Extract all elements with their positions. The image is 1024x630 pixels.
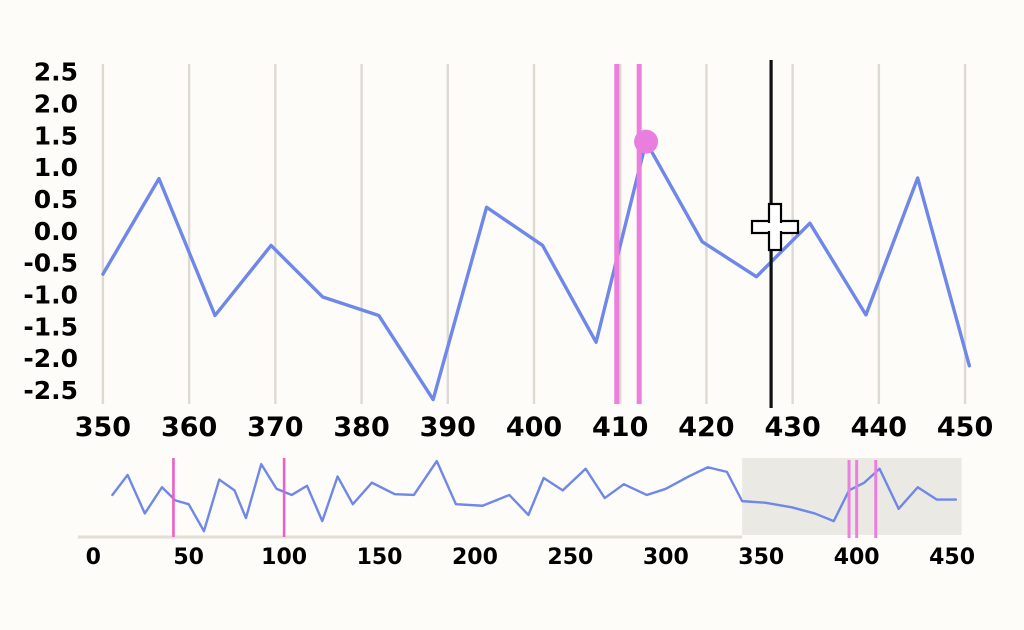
- crosshair-inner-vertical: [771, 206, 779, 248]
- x-tick-label: 390: [420, 412, 476, 443]
- y-tick-label: 2.0: [34, 89, 78, 118]
- brush-selection[interactable]: [742, 458, 962, 535]
- overview-x-tick-label: 200: [452, 545, 498, 570]
- x-tick-label: 350: [75, 412, 131, 443]
- y-tick-label: 0.5: [34, 185, 78, 214]
- x-tick-label: 400: [506, 412, 562, 443]
- overview-x-tick-label: 100: [261, 545, 307, 570]
- y-tick-label: 2.5: [34, 58, 78, 87]
- y-tick-label: -0.5: [23, 249, 78, 278]
- y-tick-label: -1.5: [23, 312, 78, 341]
- overview-x-tick-label: 300: [643, 545, 689, 570]
- overview-event-markers[interactable]: [172, 458, 878, 538]
- highlight-point[interactable]: [634, 129, 659, 154]
- overview-x-tick-label: 150: [357, 545, 403, 570]
- y-tick-label: 1.5: [34, 121, 78, 150]
- x-tick-label: 370: [247, 412, 303, 443]
- highlight-data-point[interactable]: [634, 129, 659, 154]
- x-axis-tick-labels: 350 360 370 380 390 400 410 420 430 440 450: [75, 412, 994, 443]
- overview-x-tick-label: 350: [738, 545, 784, 570]
- x-tick-label: 450: [937, 412, 993, 443]
- overview-x-axis-tick-labels: 0 50 100 150 200 250 300 350 400 450: [86, 545, 975, 570]
- x-tick-label: 440: [851, 412, 907, 443]
- crosshair-cursor-icon: [750, 202, 800, 252]
- overview-data-series[interactable]: [111, 459, 958, 533]
- y-tick-label: 0.0: [34, 217, 78, 246]
- overview-x-tick-label: 400: [834, 545, 880, 570]
- y-tick-label: -2.0: [23, 344, 78, 373]
- x-tick-label: 410: [592, 412, 648, 443]
- y-tick-label: -2.5: [23, 376, 78, 405]
- main-data-series[interactable]: [101, 139, 972, 402]
- overview-x-tick-label: 0: [86, 545, 101, 570]
- x-tick-label: 360: [161, 412, 217, 443]
- overview-x-tick-label: 50: [173, 545, 204, 570]
- y-axis-tick-labels: 2.52.0 1.5 1.0 0.5 0.0 -0.5-1.0 -1.5 -2.0 -2.5: [23, 58, 78, 405]
- main-event-markers[interactable]: [614, 64, 642, 404]
- x-tick-label: 380: [333, 412, 389, 443]
- overview-brush-selection[interactable]: [742, 458, 962, 535]
- overview-data-line[interactable]: [111, 459, 958, 533]
- y-tick-label: -1.0: [23, 280, 78, 309]
- overview-x-tick-label: 450: [929, 545, 975, 570]
- data-line-signal[interactable]: [101, 139, 972, 402]
- x-tick-label: 420: [678, 412, 734, 443]
- overview-x-tick-label: 250: [547, 545, 593, 570]
- x-tick-label: 430: [764, 412, 820, 443]
- y-tick-label: 1.0: [34, 153, 78, 182]
